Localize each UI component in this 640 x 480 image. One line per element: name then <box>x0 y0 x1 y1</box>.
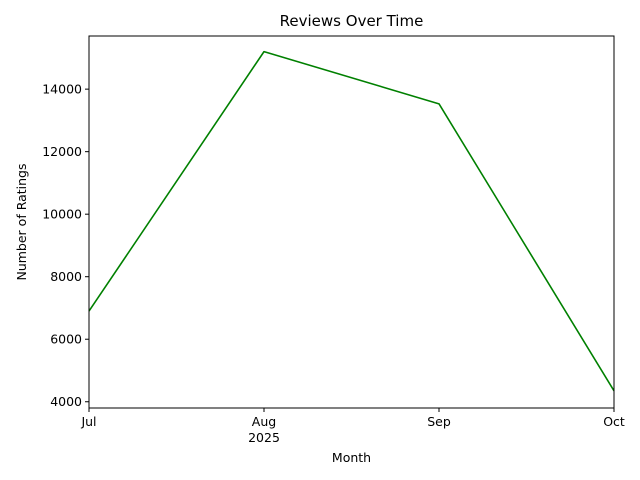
series-line <box>88 50 615 392</box>
y-tick-label: 6000 <box>50 332 82 347</box>
plot-frame <box>88 35 615 409</box>
y-tick-label: 4000 <box>50 394 82 409</box>
x-tick-label: Aug <box>252 414 276 429</box>
y-axis-ticks: 4000 6000 8000 10000 12000 14000 <box>42 82 89 409</box>
x-tick-label: Sep <box>427 414 451 429</box>
y-tick-label: 12000 <box>42 144 82 159</box>
plot-background <box>89 36 614 408</box>
series-layer <box>88 50 615 392</box>
y-axis-label: Number of Ratings <box>14 163 29 280</box>
y-tick-label: 8000 <box>50 269 82 284</box>
x-axis-label: Month <box>332 450 371 465</box>
x-year-label: 2025 <box>248 430 280 445</box>
y-tick-label: 10000 <box>42 207 82 222</box>
chart-title: Reviews Over Time <box>280 12 424 30</box>
y-tick-label: 14000 <box>42 82 82 97</box>
x-tick-label: Oct <box>603 414 625 429</box>
x-tick-label: Jul <box>80 414 96 429</box>
x-axis-ticks: Jul Aug Sep Oct 2025 <box>80 408 625 445</box>
